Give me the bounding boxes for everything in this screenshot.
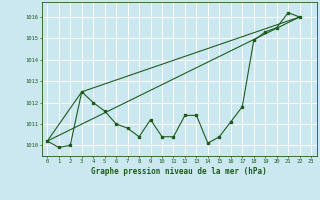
- X-axis label: Graphe pression niveau de la mer (hPa): Graphe pression niveau de la mer (hPa): [91, 167, 267, 176]
